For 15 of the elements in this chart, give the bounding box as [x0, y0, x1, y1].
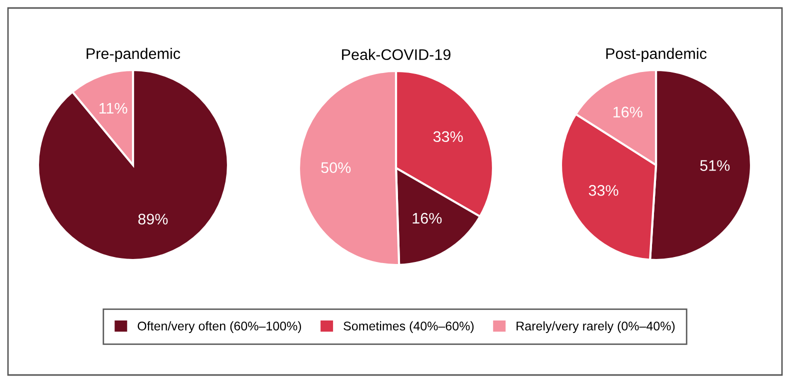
legend-label: Rarely/very rarely (0%–40%): [516, 321, 675, 333]
data-label: 11%: [99, 102, 128, 114]
legend-label: Often/very often (60%–100%): [138, 321, 302, 333]
data-label: 33%: [433, 131, 463, 142]
chart-title: Peak-COVID-19: [342, 48, 450, 60]
data-label: 16%: [412, 212, 442, 224]
chart-title: Post-pandemic: [606, 48, 707, 62]
data-label: 16%: [614, 106, 642, 118]
legend-label: Sometimes (40%–60%): [344, 321, 474, 333]
data-label: 33%: [588, 185, 618, 196]
chart-title: Pre-pandemic: [86, 48, 180, 62]
data-label: 50%: [321, 162, 351, 174]
pie-slice: [36, 68, 230, 262]
data-label: 89%: [138, 214, 168, 225]
data-label: 51%: [700, 160, 730, 171]
